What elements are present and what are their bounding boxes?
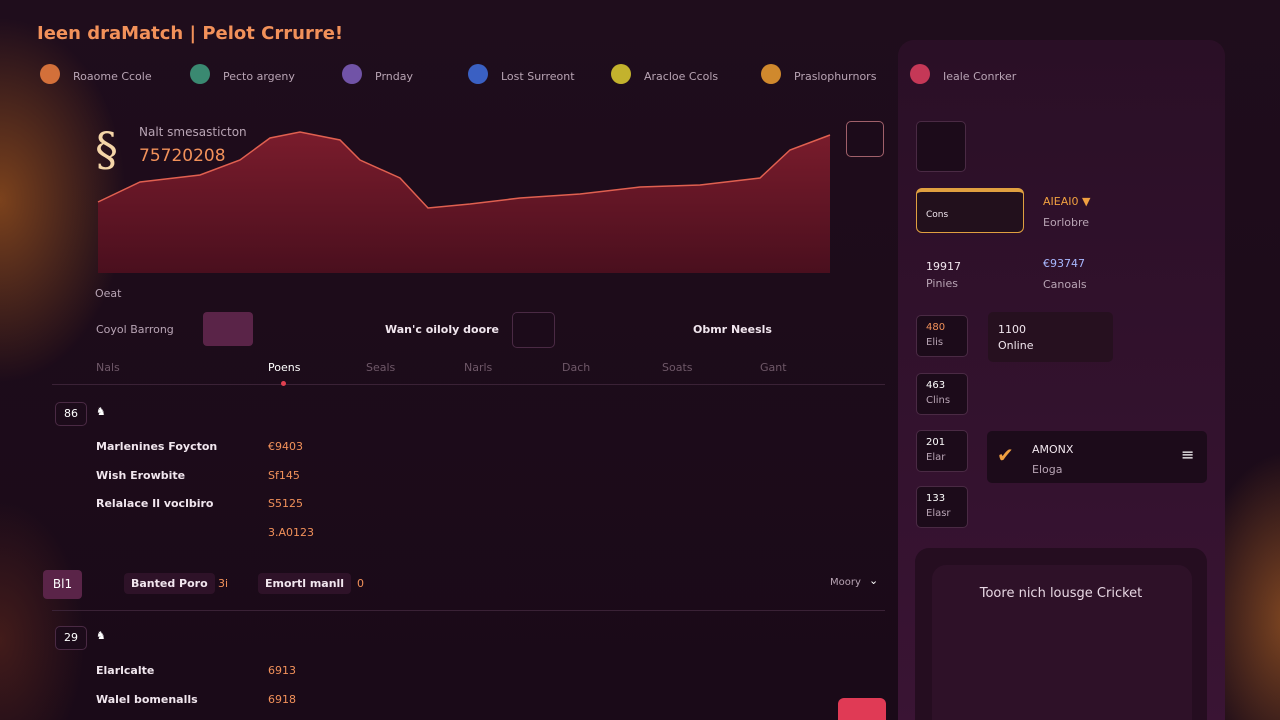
tab[interactable]: Narls [464,361,493,374]
status-card: Cons [916,188,1024,233]
stat-label: Clins [926,395,951,406]
tab-indicator [281,381,286,386]
stat-value: 133 [926,493,946,504]
summary-chart: § [95,122,831,273]
row-name: Elarlcalte [96,664,155,677]
row-value: €9403 [268,440,303,453]
row-value: 6913 [268,664,296,677]
item-card[interactable]: ✔ AMONX Eloga ≡ [987,431,1207,483]
stat-box: 133 Elasr [916,486,968,528]
tab[interactable]: Seals [366,361,396,374]
stat-box: 480 Elis [916,315,968,357]
badge: 86 [55,402,87,426]
check-icon: ✔ [997,443,1014,467]
row-name: Wish Erowbite [96,468,186,482]
row-name: Walel bomenalls [96,692,198,706]
line [97,131,831,209]
nav-item[interactable]: Lost Surreont [501,70,575,83]
stat-box: 463 Clins [916,373,968,415]
nav-item[interactable]: Ieale Conrker [943,70,1017,83]
app-title: Ieen draMatch | Pelot Crrurre! [37,23,344,44]
badge-icon: ♞ [96,629,106,642]
promo-card: Toore nich lousge Cricket [915,548,1207,720]
nav-icon[interactable] [468,64,488,84]
nav-item[interactable]: Praslophurnors [794,70,877,83]
row-name: Marlenines Foycton [96,440,218,453]
nav-icon[interactable] [611,64,631,84]
filter-tag[interactable]: Bl1 [43,570,82,599]
nav-icon[interactable] [190,64,210,84]
metric-label: Pinies [926,277,958,290]
tab[interactable]: Gant [760,361,787,374]
stat-label: Elasr [926,508,951,519]
badge: 29 [55,626,87,650]
online-value: 1100 [998,323,1026,336]
row-value: 6918 [268,692,296,706]
badge-icon: ♞ [96,405,106,418]
control-right: Obmr Neesls [693,323,772,336]
status-sub: Eorlobre [1043,216,1090,229]
nav-item[interactable]: Roaome Ccole [73,70,152,83]
card-label: Cons [926,210,949,220]
row-value: Sf145 [268,468,300,482]
online-card: 1100 Online [988,312,1113,362]
tab[interactable]: Soats [662,361,693,374]
control-center: Wan'c oiloly doore [385,323,500,336]
nav-icon[interactable] [761,64,781,84]
stat-value: 463 [926,380,946,391]
action-button[interactable] [838,698,886,720]
row-name: Relalace Il voclbiro [96,497,214,510]
stat-value: 480 [926,322,946,333]
promo-text: Toore nich lousge Cricket [979,586,1143,601]
metric-value: €93747 [1043,257,1085,270]
nav-item[interactable]: Prnday [375,70,413,83]
control-button[interactable] [203,312,253,346]
summary-label: Nalt smesasticton [139,125,247,139]
stat-label: Elar [926,452,946,463]
item-sub: Eloga [1032,463,1063,476]
tab[interactable]: Nals [96,361,120,374]
row-value: S5125 [268,497,303,510]
summary-value: 75720208 [139,146,226,166]
nav-icon[interactable] [40,64,60,84]
item-title: AMONX [1032,443,1074,456]
stat-box: 201 Elar [916,430,968,472]
divider [52,610,885,611]
nav-item[interactable]: Aracloe Ccols [644,70,719,83]
status: AIEAI0 ▼ [1043,195,1091,208]
stat-label: Elis [926,337,944,348]
metric-label: Canoals [1043,278,1087,291]
metric-value: 19917 [926,260,961,273]
sidebar-icon[interactable] [916,121,966,172]
control-left: Coyol Barrong [96,323,174,336]
stat-value: 201 [926,437,946,448]
area [98,132,830,273]
tab[interactable]: Poens [268,361,301,374]
more-link[interactable]: Moory [830,577,861,588]
nav-icon[interactable] [342,64,362,84]
chevron: ⌄ [869,574,879,587]
chip[interactable]: Banted Poro [124,573,215,594]
nav-item[interactable]: Pecto argeny [223,70,295,83]
logo: § [95,122,118,176]
chart-button[interactable] [846,121,884,157]
online-label: Online [998,339,1034,352]
chip-count: 3i [218,577,229,590]
chip-count: 0 [357,577,364,590]
caption: Oeat [95,287,122,300]
row-value: 3.A0123 [268,525,315,539]
tab[interactable]: Dach [562,361,591,374]
chip[interactable]: Emortl manll [258,573,352,594]
icon-button[interactable] [512,312,555,348]
divider [52,384,885,385]
menu-icon[interactable]: ≡ [1181,445,1195,464]
nav-icon[interactable] [910,64,930,84]
promo-inner [932,565,1192,720]
